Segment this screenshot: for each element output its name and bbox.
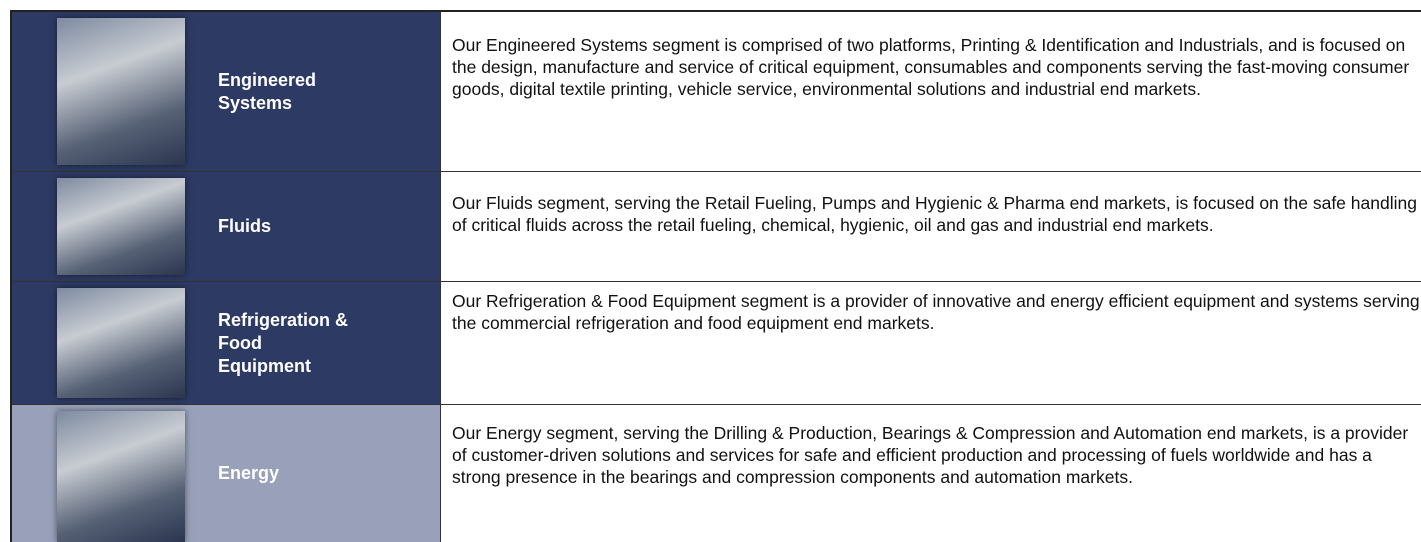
segment-row: Energy Our Energy segment, serving the D… <box>12 405 1421 542</box>
segment-description: Our Refrigeration & Food Equipment segme… <box>440 282 1421 404</box>
segment-label-cell: Refrigeration & Food Equipment <box>12 282 440 404</box>
segment-name: Energy <box>218 405 279 542</box>
segment-row: Fluids Our Fluids segment, serving the R… <box>12 172 1421 282</box>
segment-description: Our Energy segment, serving the Drilling… <box>440 405 1421 542</box>
segment-row: Engineered Systems Our Engineered System… <box>12 12 1421 172</box>
segment-description: Our Engineered Systems segment is compri… <box>440 12 1421 171</box>
segment-row: Refrigeration & Food Equipment Our Refri… <box>12 282 1421 405</box>
segment-description: Our Fluids segment, serving the Retail F… <box>440 172 1421 281</box>
segment-name: Fluids <box>218 172 271 281</box>
segment-photo <box>57 18 185 165</box>
segment-table: Engineered Systems Our Engineered System… <box>10 10 1421 542</box>
segment-photo <box>57 178 185 275</box>
segment-label-cell: Engineered Systems <box>12 12 440 171</box>
segment-name: Refrigeration & Food Equipment <box>218 282 348 404</box>
segment-name: Engineered Systems <box>218 12 316 171</box>
segment-label-cell: Fluids <box>12 172 440 281</box>
segment-label-cell: Energy <box>12 405 440 542</box>
page: {"table": {"rows": [ {"name": "Engineere… <box>0 0 1421 542</box>
segment-photo <box>57 288 185 398</box>
segment-photo <box>57 411 185 542</box>
